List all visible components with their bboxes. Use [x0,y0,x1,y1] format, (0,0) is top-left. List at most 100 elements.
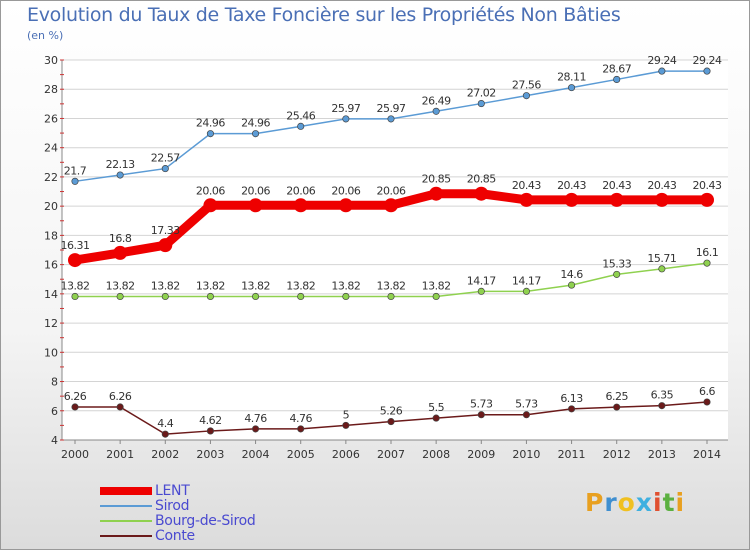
data-label-lent: 20.43 [557,179,586,192]
x-tick-label: 2003 [196,448,224,461]
proxiti-logo: Proxiti [585,488,686,517]
data-label-sirod: 22.57 [151,152,180,165]
x-tick-label: 2014 [693,448,721,461]
data-label-lent: 20.06 [377,184,406,197]
data-label-conte: 4.76 [289,412,312,425]
y-tick-label: 8 [51,376,58,389]
y-tick-label: 6 [51,405,58,418]
data-label-bourg-de-sirod: 14.17 [467,274,496,287]
data-label-lent: 17.33 [151,224,180,237]
data-point-bourg-de-sirod [658,265,666,273]
legend-swatch-conte [100,535,152,537]
chart-title: Evolution du Taux de Taxe Foncière sur l… [27,4,621,26]
x-tick-label: 2001 [106,448,134,461]
data-point-conte [703,398,711,406]
data-point-conte [161,430,169,438]
data-point-conte [387,418,395,426]
data-label-lent: 20.06 [241,184,270,197]
data-point-sirod [613,75,621,83]
x-tick-label: 2009 [467,448,495,461]
data-point-sirod [252,130,260,138]
data-label-conte: 6.13 [560,392,583,405]
plot-area [62,60,728,440]
data-label-bourg-de-sirod: 13.82 [196,279,225,292]
data-point-sirod [71,177,79,185]
data-label-conte: 4.4 [157,417,173,430]
data-point-lent [203,198,218,213]
data-label-lent: 20.06 [286,184,315,197]
data-point-lent [338,198,353,213]
data-label-sirod: 25.97 [331,102,360,115]
data-point-bourg-de-sirod [432,292,440,301]
data-point-bourg-de-sirod [297,292,305,301]
data-label-lent: 16.8 [109,232,132,245]
data-label-conte: 5.73 [470,398,493,411]
data-label-sirod: 28.11 [557,71,586,84]
data-label-lent: 20.06 [331,184,360,197]
data-point-lent [293,198,308,213]
data-point-lent [519,192,534,207]
data-label-bourg-de-sirod: 14.6 [560,268,583,281]
data-label-bourg-de-sirod: 15.71 [647,252,676,265]
x-tick-label: 2006 [332,448,360,461]
x-tick-label: 2010 [512,448,540,461]
data-label-sirod: 28.67 [602,62,631,75]
data-point-bourg-de-sirod [71,292,79,301]
data-point-bourg-de-sirod [522,287,530,295]
data-label-sirod: 27.56 [512,79,541,92]
data-point-lent [384,198,398,213]
data-point-lent [429,186,444,201]
data-label-lent: 20.43 [602,179,631,192]
data-point-sirod [703,67,711,75]
y-tick-label: 10 [44,346,58,359]
data-point-lent [564,192,579,207]
data-point-conte [522,411,530,419]
data-label-conte: 4.76 [244,412,267,425]
data-point-sirod [297,122,305,130]
data-label-conte: 5 [343,408,350,421]
data-label-lent: 20.85 [467,173,496,186]
data-label-sirod: 24.96 [241,117,270,130]
data-label-sirod: 24.96 [196,117,225,130]
data-point-sirod [342,115,350,123]
data-point-lent [474,186,489,201]
y-tick-label: 16 [44,259,58,272]
x-tick-label: 2004 [242,448,270,461]
data-point-sirod [387,115,395,123]
x-tick-label: 2013 [648,448,676,461]
data-label-conte: 5.73 [515,398,538,411]
data-point-lent [68,253,82,268]
data-point-conte [116,403,124,411]
data-label-bourg-de-sirod: 13.82 [106,279,135,292]
y-tick-label: 20 [44,200,58,213]
data-point-conte [206,427,214,435]
chart-unit-label: (en %) [27,29,64,42]
data-point-lent [113,245,128,260]
x-tick-label: 2008 [422,448,450,461]
data-point-sirod [658,67,666,75]
data-label-bourg-de-sirod: 13.82 [422,279,451,292]
data-label-lent: 20.43 [693,179,722,192]
y-tick-label: 24 [44,142,58,155]
legend-label-conte: Conte [155,528,195,544]
data-label-lent: 20.43 [512,179,541,192]
data-point-conte [432,414,440,422]
legend-label-sirod: Sirod [155,498,190,514]
data-label-conte: 6.26 [64,390,87,403]
y-tick-label: 14 [44,288,58,301]
x-tick-label: 2005 [287,448,315,461]
data-label-sirod: 21.7 [64,164,87,177]
x-tick-label: 2007 [377,448,405,461]
legend-swatch-lent [100,487,152,495]
data-point-sirod [206,130,214,138]
data-point-sirod [568,84,576,92]
x-tick-label: 2011 [558,448,586,461]
data-point-bourg-de-sirod [613,270,621,278]
data-point-bourg-de-sirod [252,292,260,301]
data-label-conte: 6.26 [109,390,132,403]
x-tick-label: 2002 [151,448,179,461]
data-label-bourg-de-sirod: 13.82 [61,279,90,292]
y-tick-label: 26 [44,112,58,125]
data-point-conte [252,425,260,433]
data-label-lent: 20.06 [196,184,225,197]
